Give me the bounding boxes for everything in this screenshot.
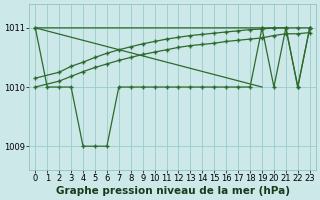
X-axis label: Graphe pression niveau de la mer (hPa): Graphe pression niveau de la mer (hPa) (55, 186, 290, 196)
